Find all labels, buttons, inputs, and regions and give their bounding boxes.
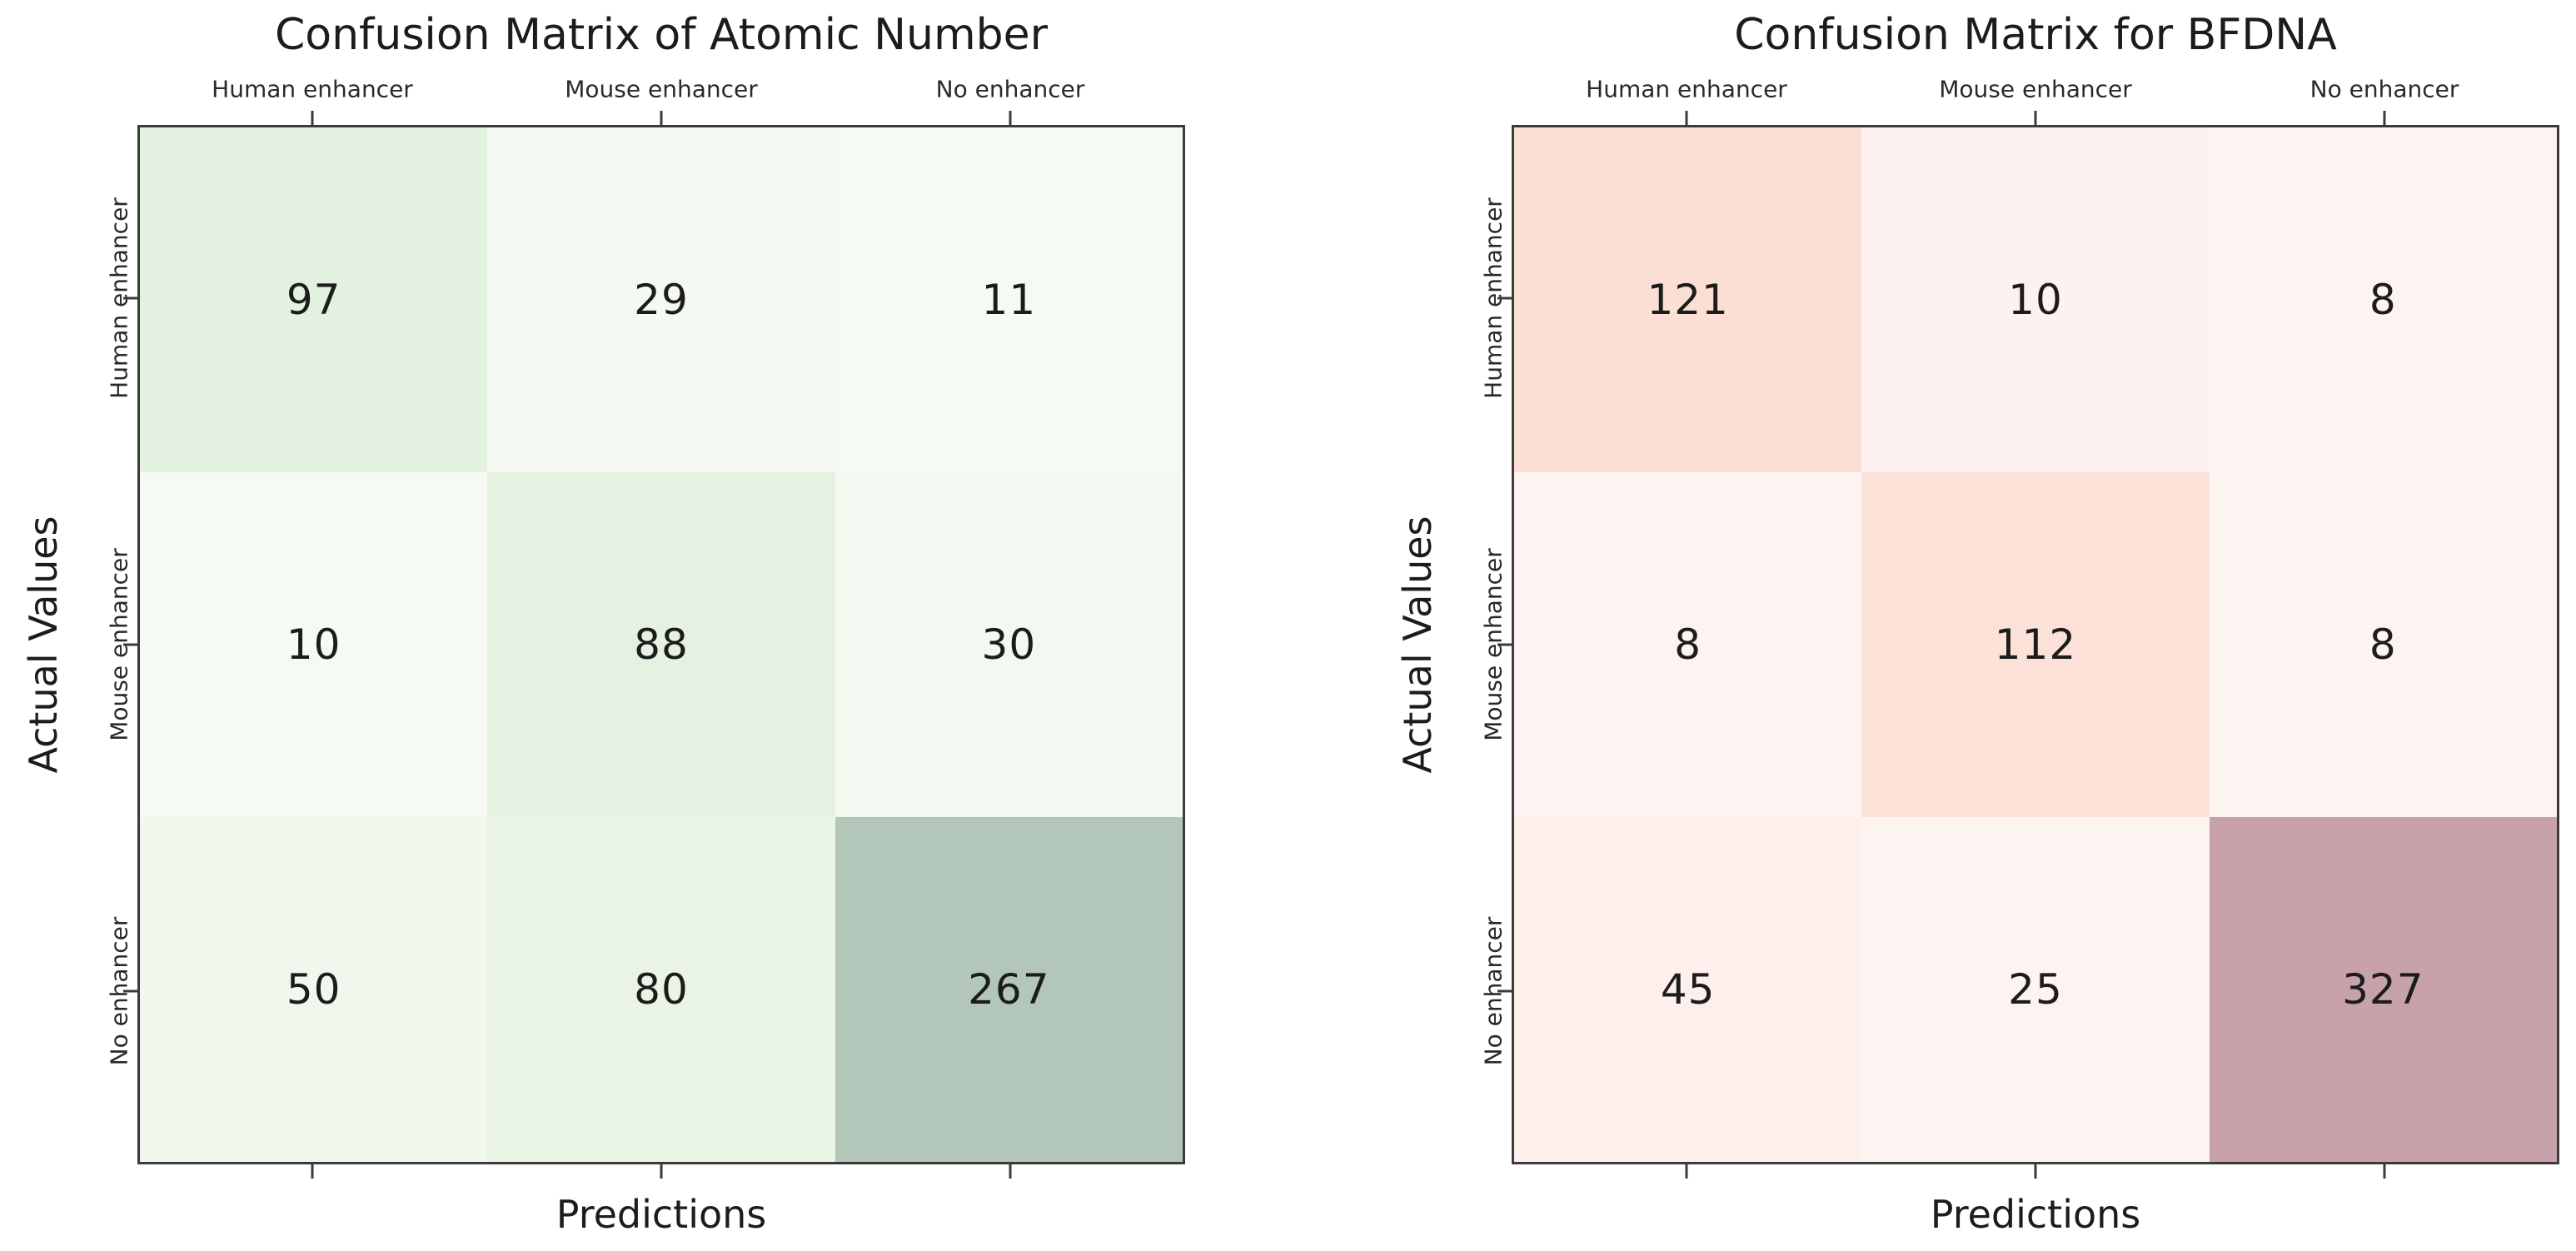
cell-r2c0: 50: [140, 817, 488, 1162]
cell-r2c2: 327: [2209, 817, 2557, 1162]
tick-mark: [2383, 111, 2386, 125]
cell-r0c1: 10: [1861, 127, 2210, 472]
col-label-mouse-enhancer: Mouse enhancer: [1939, 75, 2132, 103]
tick-mark: [2383, 1164, 2386, 1179]
tick-mark: [123, 643, 137, 646]
cell-value: 327: [2342, 965, 2424, 1014]
col-label-no-enhancer: No enhancer: [935, 75, 1085, 103]
tick-mark: [123, 989, 137, 993]
cell-r2c2: 267: [835, 817, 1183, 1162]
cell-r0c1: 29: [487, 127, 835, 472]
cell-r0c2: 8: [2209, 127, 2557, 472]
heatmap-grid: 97 29 11 10 88 30 50 80 267: [137, 125, 1185, 1164]
cell-r0c2: 11: [835, 127, 1183, 472]
tick-mark: [1685, 111, 1688, 125]
cell-r1c0: 10: [140, 472, 488, 817]
tick-mark: [311, 1164, 314, 1179]
y-axis-label: Actual Values: [1395, 516, 1440, 774]
col-label-human-enhancer: Human enhancer: [212, 75, 413, 103]
col-label-no-enhancer: No enhancer: [2309, 75, 2459, 103]
cell-r1c2: 8: [2209, 472, 2557, 817]
cell-r2c1: 25: [1861, 817, 2210, 1162]
tick-mark: [1685, 1164, 1688, 1179]
cell-r1c2: 30: [835, 472, 1183, 817]
cell-value: 8: [1674, 621, 1702, 669]
cell-value: 8: [2369, 276, 2397, 324]
tick-mark: [660, 111, 663, 125]
cell-value: 45: [1660, 965, 1716, 1014]
cell-value: 97: [286, 276, 341, 324]
col-label-human-enhancer: Human enhancer: [1586, 75, 1787, 103]
tick-mark: [1009, 111, 1012, 125]
tick-mark: [311, 111, 314, 125]
cell-r0c0: 97: [140, 127, 488, 472]
heatmap-grid: 121 10 8 8 112 8 45 25 327: [1512, 125, 2559, 1164]
tick-mark: [1497, 297, 1512, 300]
chart-title: Confusion Matrix for BFDNA: [1734, 10, 2337, 60]
col-label-mouse-enhancer: Mouse enhancer: [565, 75, 758, 103]
cell-r2c1: 80: [487, 817, 835, 1162]
cell-value: 267: [968, 965, 1050, 1014]
x-axis-label: Predictions: [556, 1192, 767, 1237]
cell-value: 112: [1994, 621, 2077, 669]
tick-mark: [2034, 1164, 2037, 1179]
tick-mark: [123, 297, 137, 300]
tick-mark: [1497, 989, 1512, 993]
cell-value: 29: [634, 276, 689, 324]
tick-mark: [2034, 111, 2037, 125]
cell-value: 50: [286, 965, 341, 1014]
y-axis-label: Actual Values: [21, 516, 66, 774]
cell-value: 121: [1647, 276, 1729, 324]
tick-mark: [1497, 643, 1512, 646]
chart-title: Confusion Matrix of Atomic Number: [274, 10, 1049, 60]
x-axis-label: Predictions: [1930, 1192, 2141, 1237]
cell-value: 11: [981, 276, 1037, 324]
cell-value: 30: [981, 621, 1037, 669]
cell-value: 10: [2008, 276, 2063, 324]
cell-value: 10: [286, 621, 341, 669]
cell-r1c1: 112: [1861, 472, 2210, 817]
tick-mark: [1009, 1164, 1012, 1179]
cell-r2c0: 45: [1514, 817, 1862, 1162]
cell-r1c1: 88: [487, 472, 835, 817]
cell-value: 80: [634, 965, 689, 1014]
cell-value: 88: [634, 621, 689, 669]
cell-value: 25: [2008, 965, 2063, 1014]
cell-r1c0: 8: [1514, 472, 1862, 817]
cell-value: 8: [2369, 621, 2397, 669]
tick-mark: [660, 1164, 663, 1179]
cell-r0c0: 121: [1514, 127, 1862, 472]
